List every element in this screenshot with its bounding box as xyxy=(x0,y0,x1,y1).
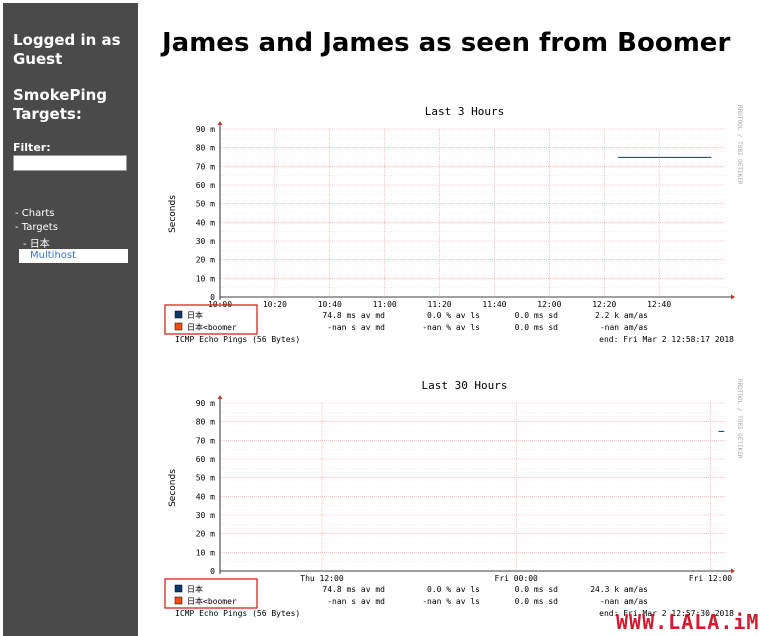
legend-sd: 0.0 ms sd xyxy=(515,597,559,606)
targets-heading-line1: SmokePing xyxy=(13,86,108,104)
y-tick-label: 60 m xyxy=(196,455,215,464)
legend-am: -nan am/as xyxy=(600,323,648,332)
x-tick-label: 11:20 xyxy=(428,300,452,309)
legend-am: 2.2 k am/as xyxy=(595,311,648,320)
legend-am: 24.3 k am/as xyxy=(590,585,648,594)
watermark: WWW.LALA.iM xyxy=(616,610,760,634)
y-tick-label: 90 m xyxy=(196,399,215,408)
legend-loss: 0.0 % av ls xyxy=(427,311,480,320)
x-tick-label: Fri 00:00 xyxy=(495,574,539,583)
y-tick-label: 10 m xyxy=(196,548,215,557)
legend-name: 日本<boomer xyxy=(187,322,237,332)
y-tick-label: 20 m xyxy=(196,530,215,539)
footer-left: ICMP Echo Pings (56 Bytes) xyxy=(175,335,300,344)
page-title: James and James as seen from Boomer xyxy=(162,28,731,58)
nav-item-charts[interactable]: - Charts xyxy=(15,208,55,219)
y-tick-label: 0 xyxy=(210,567,215,576)
y-tick-label: 70 m xyxy=(196,162,215,171)
legend-name: 日本 xyxy=(187,584,203,594)
login-status-line2: Guest xyxy=(13,50,63,68)
y-axis-label: Seconds xyxy=(168,469,178,507)
login-status-line1: Logged in as xyxy=(13,31,121,49)
y-axis-arrow xyxy=(217,121,223,125)
y-tick-label: 30 m xyxy=(196,511,215,520)
rrdtool-credit: RRDTOOL / TOBI OETIKER xyxy=(736,105,743,185)
nav-item-targets[interactable]: - Targets xyxy=(15,222,58,233)
x-axis-arrow xyxy=(731,568,735,574)
nav-item-japan[interactable]: - 日本 xyxy=(23,239,50,250)
legend-am: -nan am/as xyxy=(600,597,648,606)
y-tick-label: 50 m xyxy=(196,474,215,483)
chart-title: Last 3 Hours xyxy=(425,105,504,118)
legend-swatch-boomer xyxy=(174,322,183,331)
y-axis-arrow xyxy=(217,395,223,399)
y-tick-label: 50 m xyxy=(196,200,215,209)
legend-highlight-box xyxy=(164,578,258,609)
targets-heading: SmokePing Targets: xyxy=(13,86,107,124)
chart-title: Last 30 Hours xyxy=(421,379,507,392)
y-tick-label: 80 m xyxy=(196,418,215,427)
legend-avg: -nan s av md xyxy=(327,597,385,606)
y-tick-label: 20 m xyxy=(196,256,215,265)
x-tick-label: 12:20 xyxy=(592,300,616,309)
legend-avg: 74.8 ms av md xyxy=(322,585,385,594)
footer-left: ICMP Echo Pings (56 Bytes) xyxy=(175,609,300,618)
legend-swatch-boomer xyxy=(174,596,183,605)
x-tick-label: 10:40 xyxy=(318,300,342,309)
legend-swatch-japan xyxy=(174,584,183,593)
y-tick-label: 80 m xyxy=(196,144,215,153)
targets-heading-line2: Targets: xyxy=(13,105,82,123)
x-tick-label: 11:40 xyxy=(482,300,506,309)
legend-swatch-japan xyxy=(174,310,183,319)
legend-loss: -nan % av ls xyxy=(422,323,480,332)
sidebar: Logged in as Guest SmokePing Targets: Fi… xyxy=(3,3,138,636)
y-tick-label: 0 xyxy=(210,293,215,302)
y-tick-label: 70 m xyxy=(196,436,215,445)
y-tick-label: 90 m xyxy=(196,125,215,134)
y-tick-label: 60 m xyxy=(196,181,215,190)
x-tick-label: 10:20 xyxy=(263,300,287,309)
legend-loss: 0.0 % av ls xyxy=(427,585,480,594)
x-axis-arrow xyxy=(731,294,735,300)
rrdtool-credit: RRDTOOL / TOBI OETIKER xyxy=(736,379,743,459)
x-tick-label: 12:40 xyxy=(647,300,671,309)
chart-last-3-hours: Last 3 Hours 0 10 m 20 m 30 m 40 m 50 m 60 m 70 … xyxy=(164,105,743,344)
y-axis-label: Seconds xyxy=(168,195,178,233)
legend-avg: -nan s av md xyxy=(327,323,385,332)
y-tick-label: 30 m xyxy=(196,237,215,246)
x-tick-label: 12:00 xyxy=(537,300,561,309)
legend-sd: 0.0 ms sd xyxy=(515,311,559,320)
y-tick-label: 40 m xyxy=(196,218,215,227)
y-tick-label: 10 m xyxy=(196,274,215,283)
legend-sd: 0.0 ms sd xyxy=(515,323,559,332)
x-tick-label: Thu 12:00 xyxy=(300,574,344,583)
login-status: Logged in as Guest xyxy=(13,31,121,69)
legend-avg: 74.8 ms av md xyxy=(322,311,385,320)
legend-sd: 0.0 ms sd xyxy=(515,585,559,594)
graph-last-3-hours[interactable]: Last 3 Hours 0 10 m 20 m 30 m 40 m 50 m 60 m 70 … xyxy=(150,100,750,360)
x-tick-label: Fri 12:00 xyxy=(689,574,733,583)
footer-right: end: Fri Mar 2 12:58:17 2018 xyxy=(599,335,734,344)
nav-item-multihost[interactable]: Multihost xyxy=(19,249,128,263)
graph-last-30-hours[interactable]: Last 30 Hours 0 10 m 20 m 30 m 40 m 50 m 60 m 70… xyxy=(150,374,750,634)
filter-input[interactable] xyxy=(13,155,127,171)
legend-loss: -nan % av ls xyxy=(422,597,480,606)
x-tick-label: 11:00 xyxy=(373,300,397,309)
legend-name: 日本<boomer xyxy=(187,596,237,606)
nav-item-multihost-label: Multihost xyxy=(30,250,77,261)
footer-right: end: Fri Mar 2 12:57:30 2018 xyxy=(599,609,734,618)
filter-label: Filter: xyxy=(13,141,51,154)
chart-last-30-hours: Last 30 Hours 0 10 m 20 m 30 m 40 m 50 m 60 m 70… xyxy=(164,379,743,618)
legend-name: 日本 xyxy=(187,310,203,320)
legend-highlight-box xyxy=(164,304,258,335)
y-tick-label: 40 m xyxy=(196,492,215,501)
